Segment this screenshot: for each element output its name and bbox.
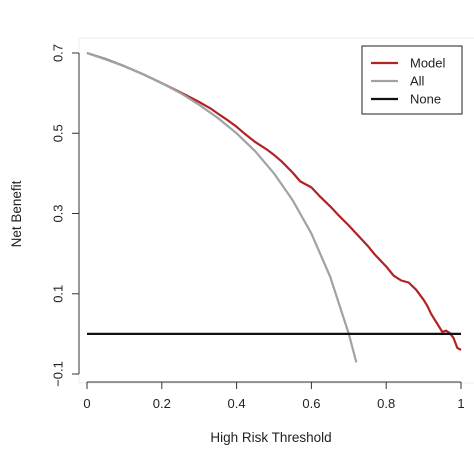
y-tick-label: 0.7 xyxy=(51,44,66,62)
y-axis-title: Net Benefit xyxy=(9,180,24,247)
legend-label-all: All xyxy=(410,74,425,89)
axes-layer: −0.1 0.1 0.3 0.5 0.7 0 0.2 0.4 0.6 0.8 1 xyxy=(51,44,465,411)
y-tick-label: 0.1 xyxy=(51,285,66,303)
series-line-model xyxy=(86,51,462,351)
x-tick-label: 0.8 xyxy=(377,396,395,411)
legend: Model All None xyxy=(361,45,463,115)
series-group xyxy=(86,51,462,363)
x-tick-label: 0.6 xyxy=(302,396,320,411)
y-tick-label: 0.5 xyxy=(51,124,66,142)
legend-label-none: None xyxy=(410,92,441,107)
y-tick-label: 0.3 xyxy=(51,204,66,222)
x-tick-label: 1 xyxy=(457,396,464,411)
series-line-all xyxy=(86,51,358,363)
legend-label-model: Model xyxy=(410,56,446,71)
x-tick-label: 0.2 xyxy=(153,396,171,411)
y-tick-label: −0.1 xyxy=(51,361,66,387)
x-axis-title: High Risk Threshold xyxy=(210,430,331,445)
series-layer xyxy=(86,51,462,363)
x-tick-label: 0 xyxy=(83,396,90,411)
x-tick-label: 0.4 xyxy=(228,396,246,411)
